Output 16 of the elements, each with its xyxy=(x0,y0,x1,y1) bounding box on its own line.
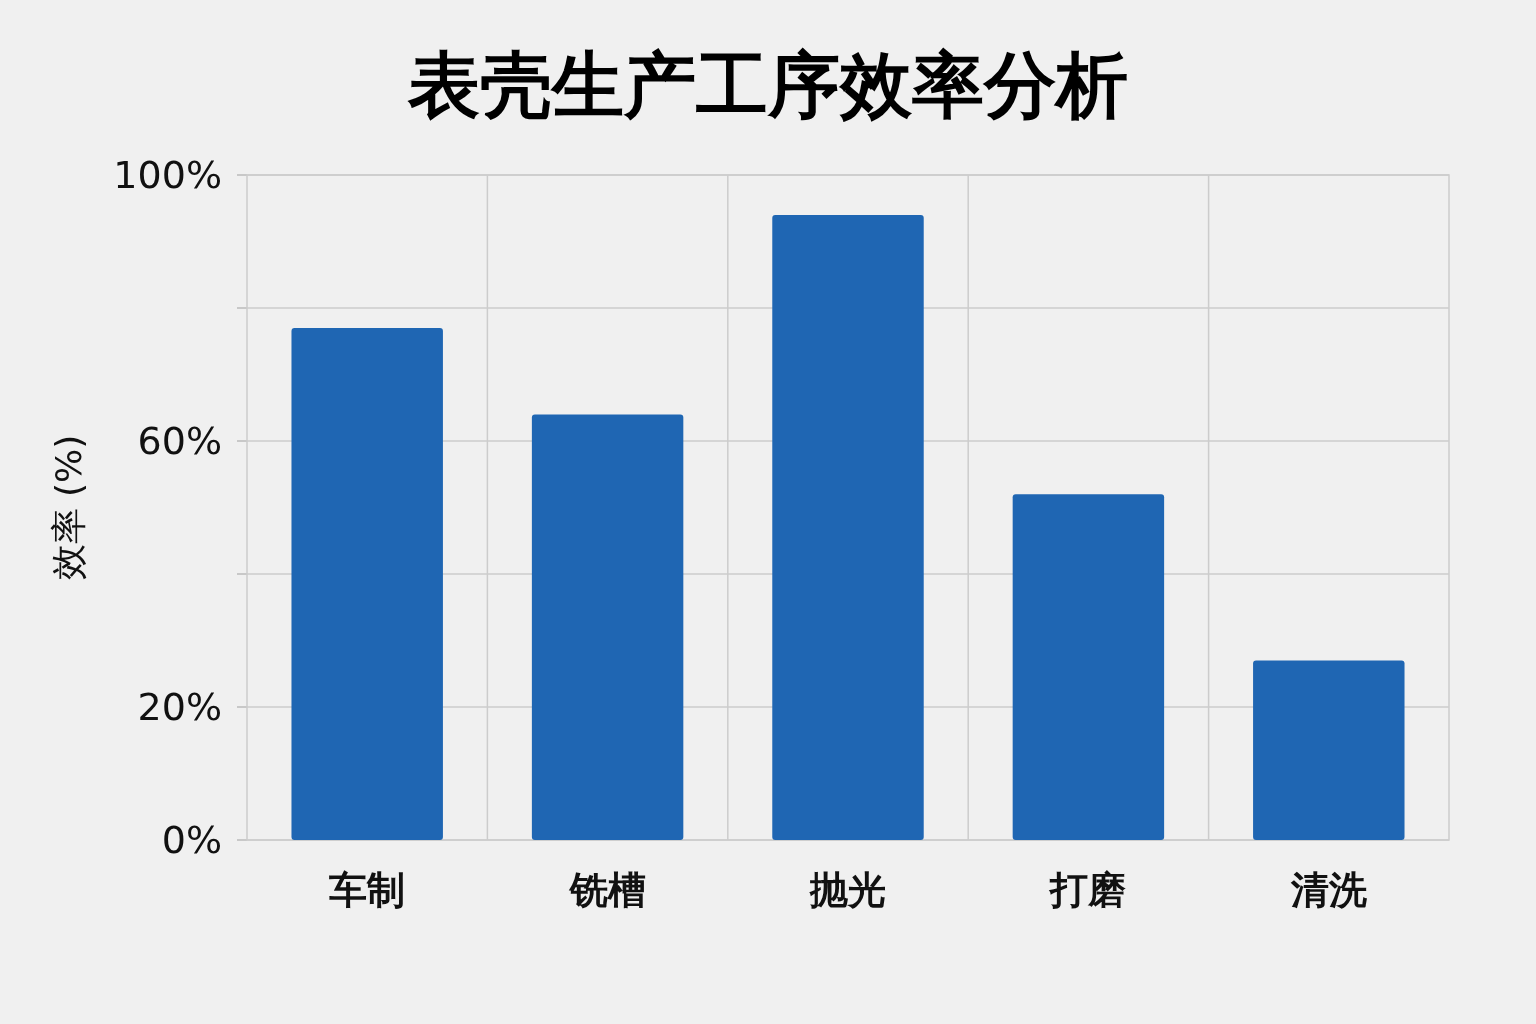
y-tick-label: 60% xyxy=(137,419,222,463)
bar xyxy=(531,414,684,840)
bar xyxy=(1253,660,1405,840)
x-tick-label: 打磨 xyxy=(1048,868,1127,912)
y-tick-label: 0% xyxy=(161,818,222,862)
y-axis-title: 效率 (%) xyxy=(47,434,89,581)
bar xyxy=(772,214,924,840)
y-tick-label: 20% xyxy=(137,685,222,729)
x-tick-label: 铣槽 xyxy=(567,868,646,912)
x-tick-label: 清洗 xyxy=(1289,868,1368,912)
chart-title: 表壳生产工序效率分析 xyxy=(407,43,1128,127)
y-tick-label: 100% xyxy=(113,153,222,197)
bar xyxy=(1012,494,1165,840)
x-tick-label: 车制 xyxy=(329,868,406,912)
x-tick-label: 抛光 xyxy=(809,868,886,912)
bar xyxy=(291,327,443,840)
